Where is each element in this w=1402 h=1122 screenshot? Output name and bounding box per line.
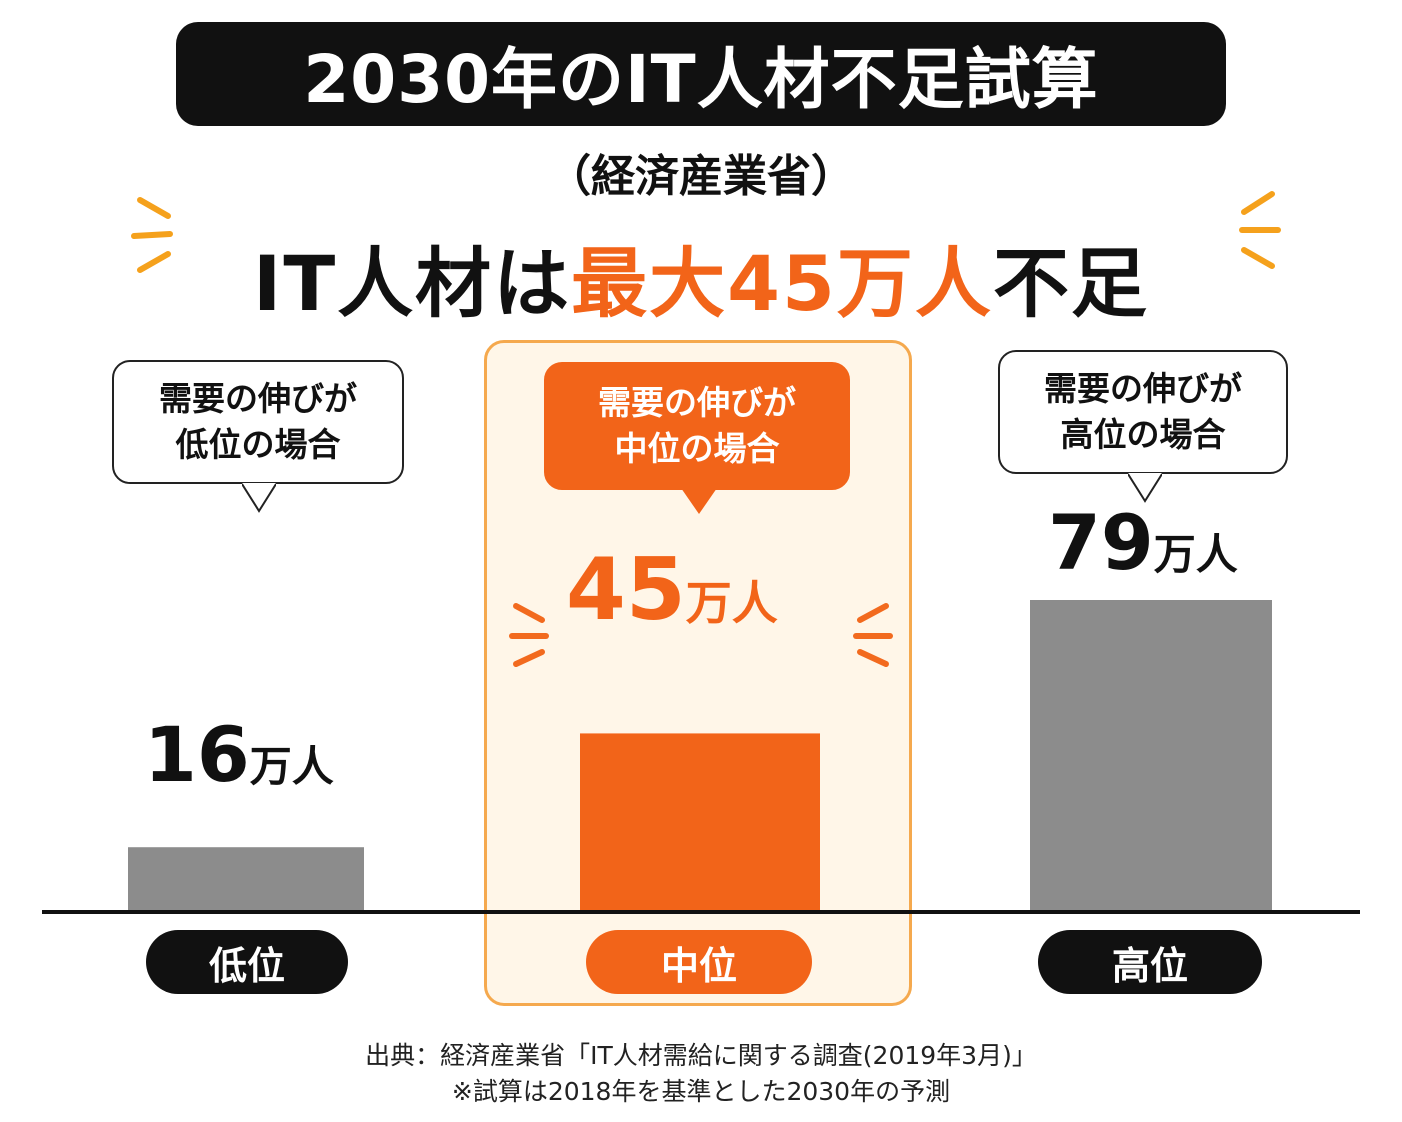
- headline-burst-left-icon: [131, 197, 173, 273]
- value-label-low: 16万人: [144, 710, 334, 799]
- scenario-bubble-low-line2: 低位の場合: [175, 425, 341, 464]
- value-label-mid-number: 45: [566, 540, 686, 640]
- value-burst-left-icon: [509, 603, 549, 667]
- headline: IT人材は最大45万人不足: [0, 222, 1402, 332]
- value-label-mid-unit: 万人: [685, 576, 778, 630]
- scenario-bubble-mid: 需要の伸びが 中位の場合: [544, 362, 850, 514]
- value-label-high-number: 79: [1048, 498, 1154, 587]
- scenario-bubble-high-line1: 需要の伸びが: [1044, 369, 1242, 409]
- category-label-mid: 中位: [660, 943, 737, 988]
- scenario-bubble-high-line2: 高位の場合: [1060, 415, 1226, 454]
- source-line-1: 出典：経済産業省「IT人材需給に関する調査(2019年3月)」: [365, 1041, 1037, 1070]
- scenario-bubble-low: 需要の伸びが 低位の場合: [112, 360, 404, 513]
- subtitle: （経済産業省）: [547, 151, 855, 202]
- scenario-bubble-high: 需要の伸びが 高位の場合: [998, 350, 1288, 503]
- headline-suffix: 不足: [992, 239, 1149, 328]
- scenario-bubble-mid-line1: 需要の伸びが: [598, 383, 796, 423]
- bubble-tail-icon: [242, 483, 276, 513]
- value-label-mid: 45万人: [566, 540, 778, 640]
- headline-burst-right-icon: [1239, 191, 1281, 269]
- value-label-high-unit: 万人: [1153, 530, 1238, 579]
- category-label-high: 高位: [1111, 943, 1188, 988]
- category-label-low: 低位: [208, 943, 285, 988]
- bar-low: [128, 847, 364, 910]
- bubble-tail-icon: [1128, 473, 1162, 503]
- bubble-tail-icon: [681, 488, 717, 514]
- bar-high: [1030, 600, 1272, 910]
- page-title: 2030年のIT人材不足試算: [303, 41, 1099, 118]
- value-label-low-unit: 万人: [249, 742, 334, 791]
- headline-highlight: 最大45万人: [571, 239, 993, 328]
- category-pill-high: 高位: [1038, 930, 1262, 994]
- headline-prefix: IT人材は: [253, 239, 572, 328]
- value-burst-right-icon: [853, 603, 893, 667]
- title-banner: 2030年のIT人材不足試算: [176, 22, 1226, 126]
- scenario-bubble-mid-line2: 中位の場合: [614, 429, 780, 468]
- scenario-bubble-low-line1: 需要の伸びが: [159, 379, 357, 419]
- chart-baseline: [42, 910, 1360, 914]
- source-line-2: ※試算は2018年を基準とした2030年の予測: [451, 1077, 951, 1106]
- category-pill-mid: 中位: [586, 930, 812, 994]
- value-label-low-number: 16: [144, 710, 250, 799]
- value-label-high: 79万人: [1048, 498, 1238, 587]
- category-pill-low: 低位: [146, 930, 348, 994]
